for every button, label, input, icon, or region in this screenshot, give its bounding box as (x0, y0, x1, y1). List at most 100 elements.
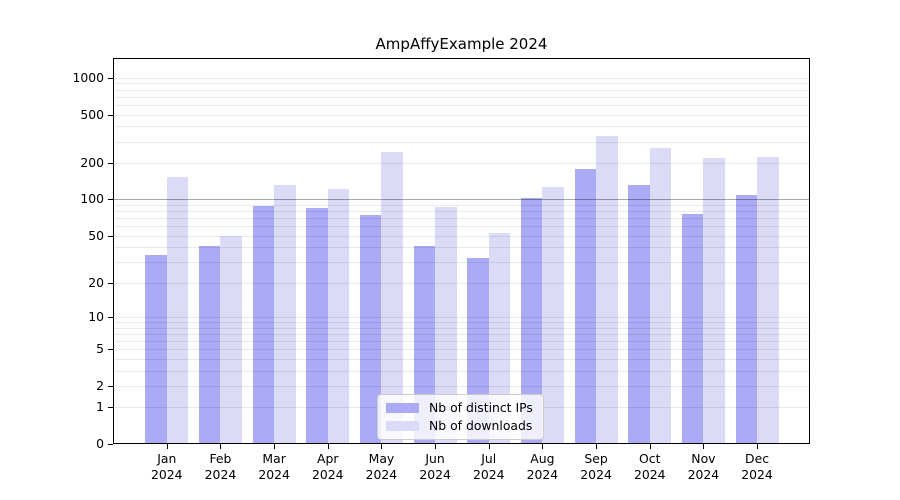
bar-ips-feb (198, 246, 221, 443)
y-tick-0 (108, 444, 113, 445)
bar-downloads-dec (757, 156, 779, 443)
y-gridline-10 (114, 316, 809, 318)
y-tick-50 (108, 235, 113, 237)
y-gridline-100 (114, 199, 809, 201)
legend-swatch-distinct-ips (386, 403, 419, 413)
x-tick-label-mar: Mar 2024 (258, 451, 290, 482)
y-tick-label-1: 1 (96, 399, 104, 415)
x-tick-label-aug: Aug 2024 (526, 451, 559, 482)
y-gridline-900 (114, 83, 809, 85)
x-tick-dec (757, 444, 759, 449)
y-gridline-8 (114, 327, 809, 329)
x-tick-nov (703, 444, 705, 449)
bar-downloads-sep (596, 135, 618, 443)
y-tick-10 (108, 316, 113, 318)
x-tick-feb (220, 444, 222, 449)
bar-ips-aug (520, 197, 543, 443)
y-gridline-50 (114, 235, 809, 237)
bar-ips-jan (145, 254, 167, 443)
legend-item-downloads: Nb of downloads (386, 418, 533, 434)
y-gridline-5 (114, 349, 809, 351)
bar-downloads-oct (649, 148, 672, 443)
x-tick-label-jan: Jan 2024 (151, 451, 183, 482)
bar-downloads-jul (488, 232, 511, 443)
x-tick-label-sep: Sep 2024 (580, 451, 612, 482)
bar-ips-sep (574, 168, 597, 443)
x-tick-jun (435, 444, 437, 449)
plot-area (113, 58, 810, 444)
legend-item-distinct-ips: Nb of distinct IPs (386, 400, 533, 416)
y-tick-2 (108, 385, 113, 387)
y-gridline-90 (114, 204, 809, 206)
y-tick-100 (108, 199, 113, 201)
x-tick-label-nov: Nov 2024 (687, 451, 720, 482)
y-gridline-700 (114, 96, 809, 98)
y-gridline-7 (114, 333, 809, 335)
y-tick-label-5: 5 (96, 341, 104, 357)
y-gridline-20 (114, 282, 809, 284)
y-tick-label-500: 500 (80, 106, 104, 122)
y-gridline-2 (114, 385, 809, 387)
bar-downloads-mar (274, 184, 296, 443)
x-tick-label-dec: Dec 2024 (741, 451, 773, 482)
chart-title: AmpAffyExample 2024 (375, 35, 548, 53)
y-tick-500 (108, 114, 113, 116)
y-gridline-70 (114, 218, 809, 220)
y-gridline-3 (114, 370, 809, 372)
y-gridline-500 (114, 114, 809, 116)
y-tick-20 (108, 282, 113, 284)
bar-ips-oct (628, 184, 650, 443)
bar-downloads-apr (327, 188, 350, 443)
y-gridline-30 (114, 261, 809, 263)
y-gridline-80 (114, 211, 809, 213)
y-gridline-600 (114, 104, 809, 106)
x-tick-may (381, 444, 383, 449)
y-gridline-4 (114, 358, 809, 360)
y-tick-1000 (108, 77, 113, 79)
x-tick-jul (488, 444, 490, 449)
legend-label-distinct-ips: Nb of distinct IPs (429, 400, 533, 415)
x-tick-label-jun: Jun 2024 (419, 451, 451, 482)
x-tick-apr (327, 444, 329, 449)
y-tick-label-100: 100 (80, 191, 104, 207)
legend-label-downloads: Nb of downloads (429, 418, 533, 433)
bar-ips-dec (735, 194, 758, 443)
bar-downloads-nov (703, 158, 725, 443)
y-gridline-40 (114, 247, 809, 249)
bar-ips-mar (252, 205, 275, 443)
y-gridline-1000 (114, 77, 809, 79)
y-gridline-800 (114, 89, 809, 91)
bar-downloads-aug (542, 187, 564, 443)
y-tick-label-200: 200 (80, 154, 104, 170)
legend-swatch-downloads (386, 421, 419, 431)
x-tick-label-oct: Oct 2024 (633, 451, 666, 482)
y-gridline-60 (114, 226, 809, 228)
bar-ips-apr (306, 207, 328, 443)
y-gridline-200 (114, 162, 809, 164)
x-tick-label-feb: Feb 2024 (204, 451, 237, 482)
x-tick-aug (542, 444, 544, 449)
x-tick-label-may: May 2024 (365, 451, 398, 482)
y-tick-1 (108, 407, 113, 409)
y-gridline-6 (114, 340, 809, 342)
x-tick-sep (596, 444, 598, 449)
bar-downloads-jun (435, 206, 457, 443)
y-tick-label-0: 0 (96, 436, 104, 451)
x-tick-oct (649, 444, 651, 449)
y-tick-5 (108, 349, 113, 351)
x-tick-label-jul: Jul 2024 (472, 451, 505, 482)
legend: Nb of distinct IPs Nb of downloads (377, 394, 544, 440)
bar-downloads-may (381, 152, 403, 443)
y-tick-200 (108, 162, 113, 164)
bar-downloads-jan (166, 177, 189, 443)
x-tick-mar (274, 444, 276, 449)
bar-ips-nov (681, 214, 704, 443)
y-gridline-400 (114, 126, 809, 128)
y-tick-label-20: 20 (88, 274, 104, 290)
x-tick-label-apr: Apr 2024 (311, 451, 344, 482)
y-tick-label-2: 2 (96, 377, 104, 393)
y-tick-label-1000: 1000 (72, 69, 104, 85)
x-tick-jan (166, 444, 168, 449)
bar-ips-jun (413, 246, 436, 443)
